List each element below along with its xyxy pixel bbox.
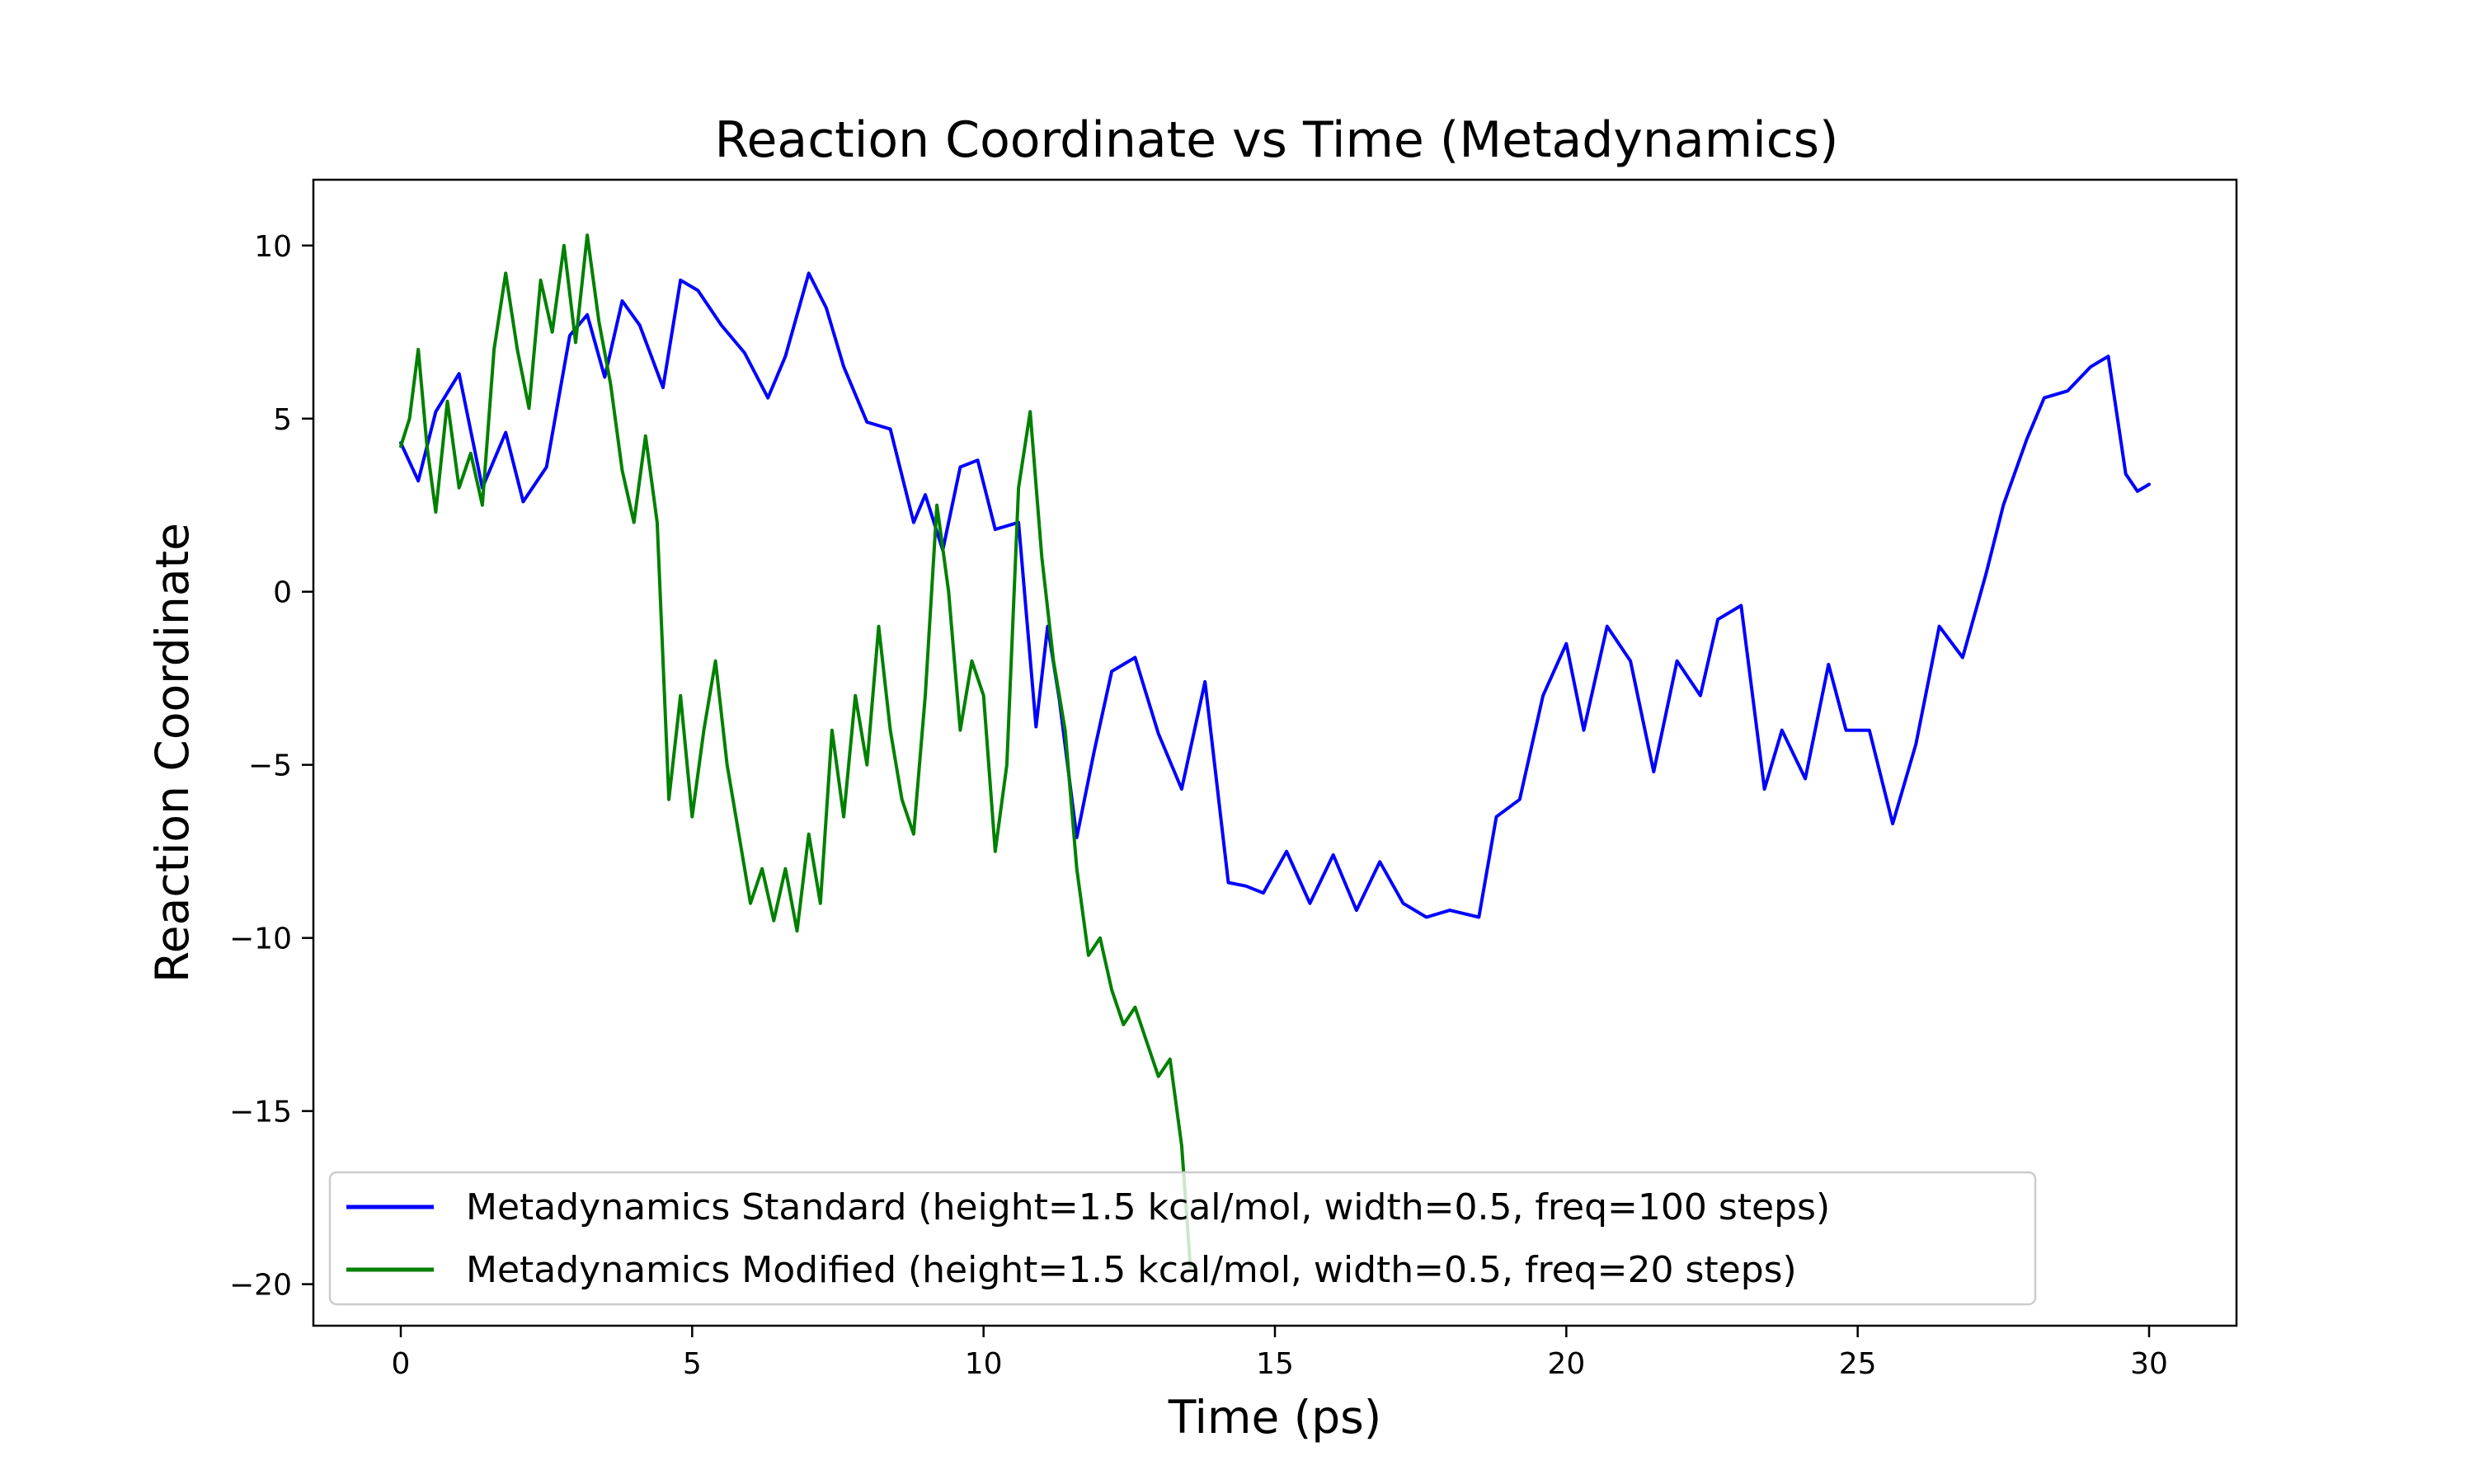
x-tick-label: 5: [683, 1347, 702, 1381]
y-tick-label: −10: [229, 923, 292, 956]
y-tick-label: −20: [229, 1269, 292, 1303]
y-tick-label: −15: [229, 1096, 292, 1129]
series-line-modified: [399, 233, 1192, 1269]
x-tick-label: 20: [1547, 1347, 1585, 1381]
series-line-standard: [399, 271, 2151, 919]
x-tick-label: 30: [2130, 1347, 2168, 1381]
y-tick-label: 0: [273, 576, 292, 610]
y-axis: 10 5 0 −5 −10 −15 −20: [229, 230, 313, 1303]
series-layer: [399, 233, 2151, 1269]
x-axis: 0 5 10 15 20 25 30: [392, 1326, 2168, 1381]
x-tick-label: 10: [965, 1347, 1003, 1381]
chart-title: Reaction Coordinate vs Time (Metadynamic…: [715, 111, 1839, 169]
x-tick-label: 0: [392, 1347, 411, 1381]
x-tick-label: 25: [1839, 1347, 1877, 1381]
legend: Metadynamics Standard (height=1.5 kcal/m…: [328, 1171, 2037, 1306]
y-tick-label: −5: [248, 749, 292, 783]
y-tick-label: 10: [254, 230, 292, 264]
x-axis-label: Time (ps): [1168, 1391, 1382, 1444]
legend-box: [328, 1171, 2037, 1306]
y-axis-label: Reaction Coordinate: [146, 523, 199, 983]
legend-label-standard: Metadynamics Standard (height=1.5 kcal/m…: [466, 1186, 1830, 1228]
legend-label-modified: Metadynamics Modified (height=1.5 kcal/m…: [466, 1249, 1797, 1291]
x-tick-label: 15: [1256, 1347, 1294, 1381]
y-tick-label: 5: [273, 403, 292, 437]
